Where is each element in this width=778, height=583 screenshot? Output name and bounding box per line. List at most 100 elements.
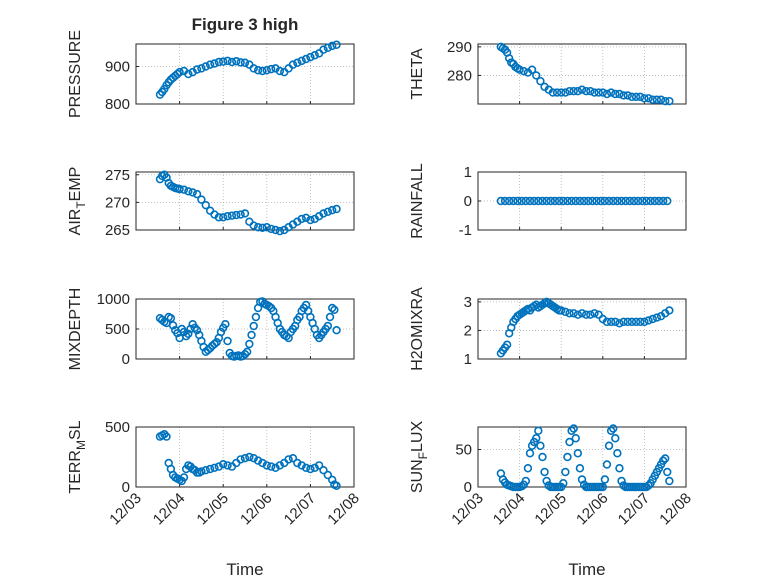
data-point [581,86,591,96]
data-point [561,88,570,97]
data-point [310,51,319,60]
data-point [247,330,256,340]
data-point [314,461,324,470]
data-point [179,327,189,337]
data-point [266,462,276,471]
data-point [201,200,210,210]
data-point [214,57,224,67]
data-point [596,196,605,206]
data-point [323,43,333,52]
data-point [249,321,258,331]
data-point [515,65,524,74]
y-tick-label: 900 [105,59,130,76]
data-point [521,196,531,206]
data-point [332,326,341,335]
data-point [179,185,189,194]
axes-box [135,171,355,231]
data-point [627,317,637,327]
y-tick-label: 0 [122,351,130,368]
data-point [175,184,184,194]
data-point [619,317,628,327]
data-point [656,95,666,104]
data-point [214,462,224,471]
data-point [192,326,202,335]
y-tick-label: 275 [105,167,130,184]
data-point [542,476,551,486]
data-point [201,466,210,475]
data-point [554,196,564,206]
data-point [594,88,603,97]
data-point [660,454,670,463]
data-point [266,64,276,74]
data-point [586,310,595,319]
data-point [573,449,583,458]
data-point [532,71,541,80]
data-point [652,95,662,104]
data-point [223,56,232,66]
data-point [594,310,603,319]
data-point [569,86,578,96]
x-tick-label: 12/08 [324,490,363,529]
data-point [559,479,568,488]
data-point [644,481,653,490]
data-point [306,464,315,474]
data-point [197,195,206,204]
data-point [262,461,271,470]
data-point [210,339,219,349]
x-tick-label: 12/05 [531,490,570,529]
data-point [608,196,618,206]
data-point [571,434,580,443]
data-point [579,196,589,206]
data-point [275,461,285,470]
data-point [565,86,574,96]
data-point [496,196,506,206]
data-point [552,88,562,97]
data-point [565,309,574,318]
data-point [319,466,328,475]
x-tick-label: 12/06 [237,490,276,529]
data-point [264,302,274,311]
data-point [598,88,607,97]
x-tick-label: 12/04 [150,490,189,529]
data-point [652,313,662,322]
data-point [223,211,232,221]
axes-box [135,43,355,105]
y-tick-label: 1 [464,164,472,181]
data-point [319,45,328,54]
y-axis-label: SUNFLUX [409,421,430,494]
data-point [500,196,510,206]
data-point [301,213,311,223]
subplot-grid: 800 900 PRESSURE 280 290 THETA 265 270 275 AIRTEM… [67,30,695,528]
data-point [525,196,535,206]
data-point [258,66,267,76]
data-point [608,424,618,433]
x-tick-label: 12/05 [193,490,232,529]
data-point [203,345,213,355]
data-point [262,223,271,232]
data-point [644,94,653,103]
data-point [611,317,620,327]
y-tick-label: 800 [105,96,130,113]
data-point [249,64,258,73]
data-point [253,223,263,232]
data-point [573,310,583,319]
figure-title: Figure 3 high [192,15,299,34]
y-axis-label: H2OMIXRA [409,287,426,371]
data-point [575,464,585,473]
data-point [197,467,206,476]
y-tick-label: 2 [464,322,472,339]
data-point [275,66,285,76]
data-point [236,210,245,219]
data-point [636,92,645,102]
axes-box [477,298,687,360]
data-point [598,482,607,492]
data-point [319,209,328,218]
data-point [288,454,298,463]
data-point [517,196,526,206]
y-tick-label: 500 [105,419,130,436]
data-point [631,317,641,327]
y-tick-label: 0 [464,479,472,496]
data-point [642,196,651,206]
x-tick-label: 12/07 [615,490,654,529]
data-point [301,463,311,472]
